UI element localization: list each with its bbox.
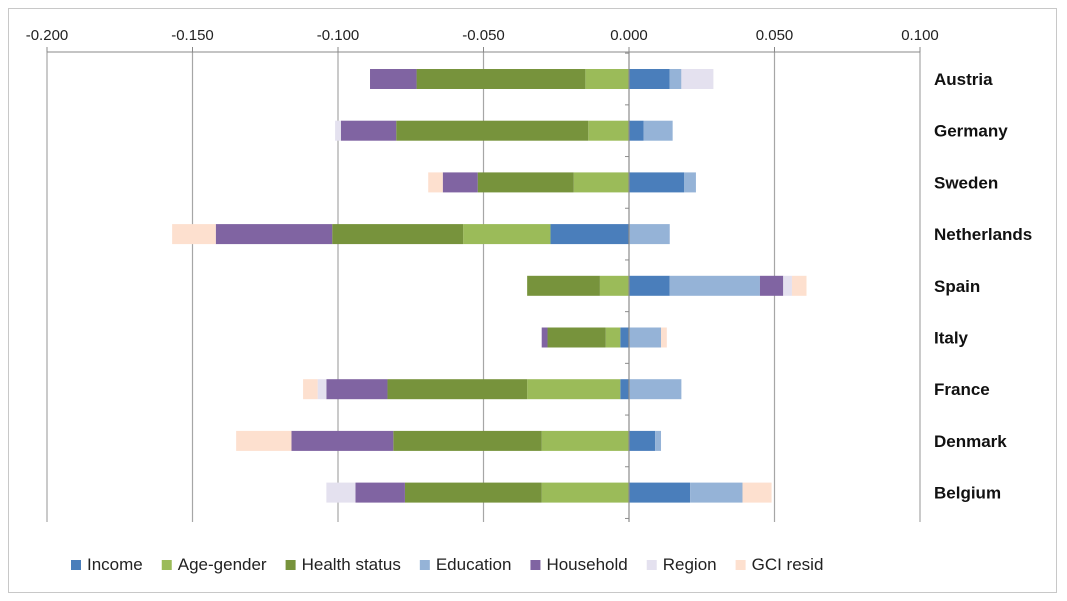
bar-segment (477, 172, 574, 193)
bar-segment (416, 69, 586, 89)
x-tick-label: 0.100 (901, 27, 939, 44)
bar-segment (620, 379, 629, 400)
bar-segment (236, 430, 292, 451)
bar-segment (690, 482, 743, 503)
bar-segment (303, 379, 318, 400)
category-label: Denmark (934, 432, 1007, 451)
legend-swatch (735, 560, 746, 570)
legend-entry-label: Education (436, 555, 512, 574)
category-label: Germany (934, 122, 1008, 141)
bar-segment (550, 224, 629, 245)
bar-segment (588, 120, 629, 141)
bar-segment (335, 120, 341, 141)
stacked-bar-chart: -0.200 -0.150 -0.100 -0.050 0.000 0.050 0.100 A… (26, 27, 1033, 574)
category-label: France (934, 380, 990, 399)
category-label: Belgium (934, 484, 1001, 503)
bar-segment (629, 69, 670, 89)
bar-segment (370, 69, 417, 89)
bar-segment (629, 379, 682, 400)
bar-segment (791, 275, 807, 296)
category-label: Sweden (934, 173, 998, 192)
x-tick-label: -0.050 (462, 27, 505, 44)
bar-segment (291, 430, 394, 451)
legend-entry-label: Region (663, 555, 717, 574)
chart-frame: -0.200 -0.150 -0.100 -0.050 0.000 0.050 0.100 A… (8, 8, 1057, 593)
bar-segment (585, 69, 629, 89)
bar-segment (215, 224, 333, 245)
legend-entry-label: Income (87, 555, 143, 574)
category-label: Italy (934, 329, 969, 348)
bar-segment (541, 327, 548, 348)
legend-swatch (530, 560, 541, 570)
bar-segment (547, 327, 606, 348)
legend-swatch (646, 560, 657, 570)
bar-segment (541, 482, 629, 503)
legend-swatch (71, 560, 81, 570)
bar-segment (428, 172, 443, 193)
bar-segment (629, 120, 644, 141)
bar-segment (332, 224, 464, 245)
legend-swatch (419, 560, 430, 570)
legend-entry-label: GCI resid (752, 555, 824, 574)
legend: Income Age-gender Health status Education Ho… (71, 555, 823, 574)
bar-segment (629, 224, 670, 245)
x-tick-label: 0.000 (610, 27, 648, 44)
category-label: Austria (934, 70, 993, 89)
legend-entry-label: Age-gender (178, 555, 267, 574)
bar-segment (172, 224, 216, 245)
bar-segment (620, 327, 629, 348)
bar-segment (387, 379, 528, 400)
x-tick-label: -0.200 (26, 27, 69, 44)
bar-segment (355, 482, 405, 503)
x-tick-label: -0.150 (171, 27, 214, 44)
bar-segment (605, 327, 621, 348)
labels-layer: -0.200 -0.150 -0.100 -0.050 0.000 0.050 0.100 A… (26, 27, 1033, 503)
bar-segment (661, 327, 667, 348)
axis-layer (46, 47, 921, 522)
bar-segment (463, 224, 551, 245)
bar-segment (317, 379, 327, 400)
bar-segment (404, 482, 542, 503)
bar-segment (681, 69, 714, 89)
bar-segment (643, 120, 673, 141)
bar-segment (396, 120, 589, 141)
bar-segment (669, 69, 682, 89)
category-label: Spain (934, 277, 980, 296)
legend-swatch (285, 560, 296, 570)
bar-segment (326, 379, 388, 400)
x-tick-label: 0.050 (756, 27, 794, 44)
category-label: Netherlands (934, 225, 1032, 244)
legend-entry-label: Health status (302, 555, 401, 574)
bar-segment (655, 430, 662, 451)
bar-segment (629, 482, 691, 503)
bar-segment (340, 120, 397, 141)
bar-segment (527, 275, 600, 296)
bar-segment (629, 275, 670, 296)
bar-segment (629, 172, 685, 193)
legend-entry-label: Household (546, 555, 627, 574)
bar-segment (629, 327, 662, 348)
bar-segment (527, 379, 621, 400)
bar-segment (759, 275, 784, 296)
bar-segment (573, 172, 629, 193)
bar-segment (541, 430, 629, 451)
bar-segment (393, 430, 542, 451)
bar-segment (684, 172, 696, 193)
bar-segment (599, 275, 629, 296)
bars-layer (172, 69, 807, 503)
bar-segment (326, 482, 356, 503)
x-tick-label: -0.100 (317, 27, 360, 44)
bar-segment (442, 172, 478, 193)
bar-segment (669, 275, 760, 296)
bar-segment (783, 275, 792, 296)
bar-segment (742, 482, 772, 503)
bar-segment (629, 430, 656, 451)
legend-swatch (161, 560, 172, 570)
